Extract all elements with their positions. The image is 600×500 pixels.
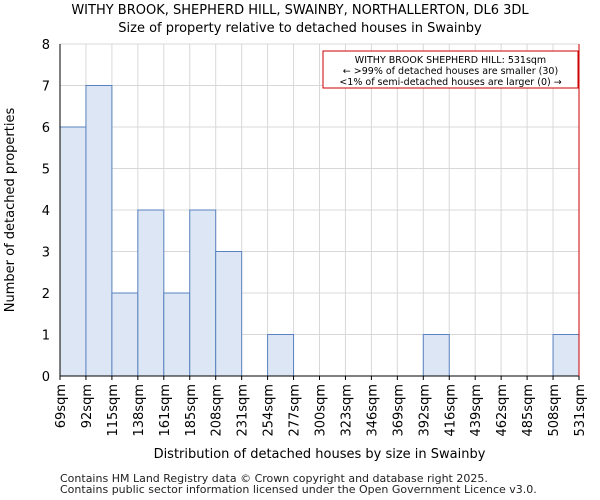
x-tick-label: 69sqm [54,384,69,428]
x-tick-label: 138sqm [132,384,147,437]
histogram-bar [163,292,191,377]
x-tick-label: 485sqm [521,384,536,437]
histogram-bar [189,209,217,377]
x-tick-label: 277sqm [288,384,303,437]
x-tick-label: 92sqm [80,384,95,428]
chart-subtitle: Size of property relative to detached ho… [118,21,482,36]
x-tick-label: 254sqm [262,384,277,437]
y-tick-label: 6 [42,121,50,136]
x-tick-label: 185sqm [184,384,199,437]
y-tick-label: 1 [42,329,50,344]
x-tick-label: 115sqm [106,384,121,437]
histogram-bar [267,334,295,377]
y-tick-label: 8 [42,38,50,53]
annotation-line-2: ← >99% of detached houses are smaller (3… [343,66,558,77]
x-tick-label: 531sqm [573,384,588,437]
annotation-box [322,50,579,89]
histogram-bar [85,85,113,377]
y-tick-label: 0 [42,370,50,385]
y-tick-label: 4 [42,204,50,219]
x-tick-label: 369sqm [391,384,406,437]
histogram-bar [422,334,450,377]
x-tick-label: 416sqm [443,384,458,437]
x-tick-label: 392sqm [417,384,432,437]
annotation-line-1: WITHY BROOK SHEPHERD HILL: 531sqm [355,55,546,66]
x-tick-label: 462sqm [495,384,510,437]
x-tick-label: 323sqm [339,384,354,437]
y-tick-label: 7 [42,80,50,95]
histogram-bar [59,126,87,377]
y-tick-label: 2 [42,287,50,302]
histogram-bar [137,209,165,377]
histogram-bar [111,292,139,377]
y-tick-label: 5 [42,163,50,178]
y-axis-label: Number of detached properties [3,108,18,313]
x-tick-label: 508sqm [547,384,562,437]
x-tick-label: 161sqm [158,384,173,437]
x-tick-label: 439sqm [469,384,484,437]
chart-title: WITHY BROOK, SHEPHERD HILL, SWAINBY, NOR… [71,3,529,18]
footer-copyright: Contains HM Land Registry data © Crown c… [60,472,488,485]
x-tick-label: 231sqm [236,384,251,437]
x-tick-label: 300sqm [314,384,329,437]
x-tick-label: 346sqm [365,384,380,437]
histogram-bar [552,334,580,377]
histogram-bar [215,251,243,377]
y-tick-label: 3 [42,246,50,261]
footer-licence: Contains public sector information licen… [60,483,537,496]
x-tick-label: 208sqm [210,384,225,437]
annotation-line-3: <1% of semi-detached houses are larger (… [339,77,561,88]
x-axis-label: Distribution of detached houses by size … [154,447,486,462]
